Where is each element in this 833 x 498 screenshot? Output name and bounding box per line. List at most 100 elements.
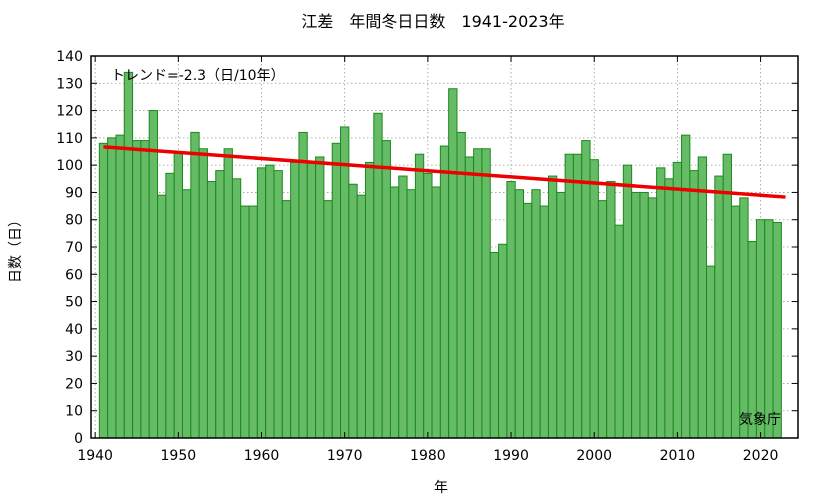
bar (681, 134, 691, 439)
bar (714, 175, 724, 439)
bar (206, 181, 217, 439)
bar (165, 172, 175, 439)
x-tick-label: 1960 (244, 448, 280, 464)
bar (523, 202, 533, 439)
x-tick-label: 1990 (493, 448, 529, 464)
bar (764, 219, 774, 439)
x-axis-label: 年 (434, 480, 448, 496)
bar (240, 205, 250, 439)
y-axis-label: 日数（日） (8, 213, 24, 283)
bar (198, 148, 208, 439)
bar (423, 172, 433, 439)
bar (356, 194, 366, 439)
bar (772, 221, 782, 439)
x-tick-label: 2010 (660, 448, 696, 464)
bar (755, 219, 766, 439)
bar (631, 191, 641, 439)
bar (98, 142, 109, 439)
bar (589, 159, 599, 439)
bar (123, 71, 134, 439)
bar (448, 88, 458, 439)
x-tick-label: 1940 (77, 448, 113, 464)
bar (581, 140, 591, 439)
bar (298, 131, 308, 439)
bar (148, 110, 159, 439)
bar (256, 167, 267, 439)
bar (107, 137, 117, 439)
bar (514, 189, 525, 439)
bar (456, 131, 466, 439)
bar (498, 243, 508, 439)
bar (190, 131, 200, 439)
bar (290, 161, 300, 439)
trend-line (103, 145, 786, 199)
y-tick-label: 30 (65, 349, 83, 365)
bar (323, 200, 333, 439)
y-tick-label: 140 (56, 49, 83, 65)
bar (689, 170, 699, 439)
y-tick-label: 130 (56, 76, 83, 92)
bar (398, 175, 408, 439)
bar (306, 161, 317, 439)
y-tick-label: 40 (65, 322, 83, 338)
bar (173, 151, 183, 439)
y-tick-label: 70 (65, 240, 83, 256)
y-tick-label: 50 (65, 295, 83, 311)
bar (639, 191, 649, 439)
y-tick-label: 10 (65, 404, 83, 420)
x-tick-label: 2000 (576, 448, 612, 464)
bar (672, 161, 683, 439)
bar (739, 197, 749, 439)
bar (706, 265, 716, 439)
bar (248, 205, 258, 439)
y-tick-label: 110 (56, 131, 83, 147)
bar (747, 241, 757, 439)
bar (115, 134, 125, 439)
bar (431, 186, 441, 439)
bar (614, 224, 624, 439)
bar (281, 200, 292, 439)
bar (697, 156, 708, 439)
bar (223, 148, 233, 439)
bar (373, 112, 383, 439)
bar (656, 167, 666, 439)
bar (315, 156, 325, 439)
bar (664, 178, 674, 439)
bar (539, 205, 549, 439)
bar (340, 126, 350, 439)
bar (265, 164, 275, 439)
bar (481, 148, 491, 439)
bar (547, 175, 558, 439)
bar (132, 140, 142, 439)
bar (647, 197, 658, 439)
x-axis: 1940 1950 1960 1970 1980 1990 2000 2010 2020 (77, 56, 778, 464)
source-label: 気象庁 (739, 412, 781, 428)
bar (556, 191, 566, 439)
bar (473, 148, 483, 439)
trend-annotation: トレンド=-2.3（日/10年） (111, 68, 285, 84)
x-tick-label: 1970 (327, 448, 363, 464)
bar (348, 183, 358, 439)
y-tick-label: 100 (56, 158, 83, 174)
y-tick-label: 80 (65, 213, 83, 229)
bar (564, 153, 574, 439)
bar (157, 194, 167, 439)
bar (622, 164, 633, 439)
y-tick-label: 90 (65, 185, 83, 201)
x-tick-label: 1980 (410, 448, 446, 464)
bar (606, 181, 616, 439)
y-tick-label: 20 (65, 376, 83, 392)
bar (273, 170, 283, 439)
bar (464, 156, 475, 439)
bar (381, 140, 391, 439)
bar (140, 140, 150, 439)
bar (730, 205, 741, 439)
y-axis: 0 10 20 30 40 50 60 70 80 90 100 110 120 130 140 (56, 49, 798, 447)
y-tick-label: 60 (65, 267, 83, 283)
bar (406, 189, 416, 439)
bar (364, 161, 375, 439)
x-tick-label: 1950 (161, 448, 197, 464)
bar (572, 153, 583, 439)
y-tick-label: 120 (56, 104, 83, 120)
